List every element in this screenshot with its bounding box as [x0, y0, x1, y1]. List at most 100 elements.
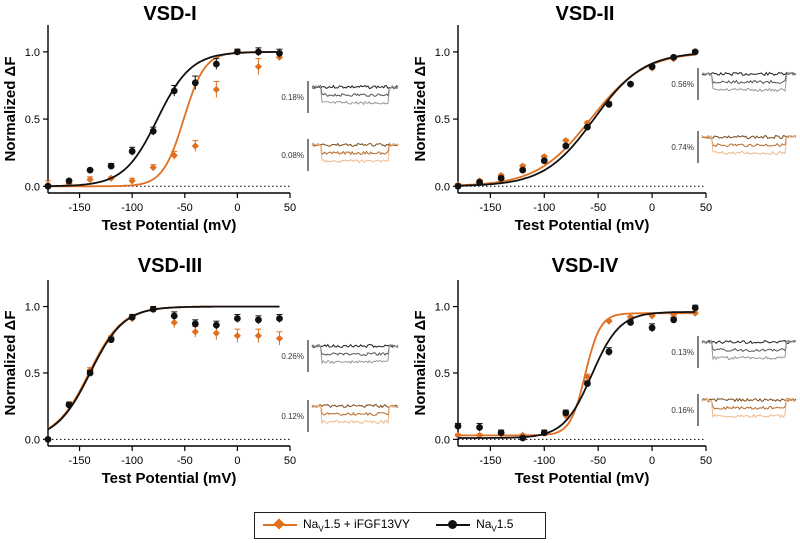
y-axis-label: Normalized ΔF — [412, 57, 429, 162]
x-tick-label: 50 — [700, 455, 712, 467]
trace-line — [311, 344, 399, 365]
data-point-diamond — [475, 431, 484, 439]
data-point-circle — [86, 369, 94, 377]
data-point-circle — [65, 401, 73, 409]
trace-line — [701, 134, 797, 156]
x-tick-label: 0 — [234, 202, 240, 214]
data-point-circle — [605, 348, 613, 356]
data-point-circle — [276, 315, 283, 322]
data-point-diamond — [670, 310, 678, 319]
y-tick-label: 0.5 — [435, 114, 450, 126]
data-point-diamond — [691, 309, 699, 317]
fluorescence-trace-group: 0.12% — [281, 400, 399, 432]
data-point-circle — [691, 304, 699, 312]
fit-curve-black — [48, 51, 280, 187]
data-point-diamond — [128, 177, 136, 185]
trace-line — [311, 403, 399, 409]
data-point-diamond — [583, 373, 591, 381]
y-axis-label: Normalized ΔF — [412, 311, 429, 416]
scale-bar-label: 0.18% — [281, 93, 304, 102]
fluorescence-trace-group: 0.16% — [671, 394, 797, 426]
panel-title: VSD-II — [556, 3, 615, 25]
data-point-circle — [562, 409, 570, 417]
trace-line — [311, 344, 399, 357]
legend-label-nav15: NaV1.5 — [476, 517, 514, 534]
data-point-circle — [212, 60, 220, 68]
trace-line — [311, 142, 399, 156]
x-tick-label: 0 — [649, 455, 655, 467]
y-tick-label: 1.0 — [25, 47, 40, 59]
x-tick-label: 50 — [284, 455, 296, 467]
x-tick-label: 0 — [649, 202, 655, 214]
legend-label-nav15-ifgf13vy: NaV1.5 + iFGF13VY — [303, 517, 411, 534]
data-point-diamond — [170, 151, 178, 159]
trace-line — [701, 339, 797, 353]
data-point-diamond — [605, 317, 613, 325]
data-point-circle — [170, 87, 178, 95]
x-tick-label: -50 — [177, 455, 193, 467]
x-axis-label: Test Potential (mV) — [102, 217, 237, 234]
y-tick-label: 1.0 — [435, 47, 450, 59]
trace-line — [311, 404, 399, 425]
data-point-circle — [583, 123, 591, 131]
x-axis-label: Test Potential (mV) — [515, 470, 650, 487]
trace-line — [701, 135, 796, 148]
y-tick-label: 0.5 — [435, 368, 450, 380]
data-point-circle — [65, 177, 73, 185]
data-point-circle — [540, 429, 548, 437]
panel-title: VSD-IV — [552, 255, 619, 277]
data-point-circle — [627, 80, 634, 88]
x-tick-label: -100 — [121, 202, 143, 214]
data-point-circle — [670, 53, 678, 61]
data-point-circle — [627, 319, 634, 326]
data-point-diamond — [149, 163, 157, 172]
data-point-circle — [562, 142, 570, 150]
data-point-diamond — [626, 313, 635, 321]
data-point-diamond — [86, 175, 94, 184]
data-point-circle — [583, 380, 591, 387]
data-point-circle — [691, 48, 699, 56]
y-tick-label: 1.0 — [435, 302, 450, 314]
data-point-diamond — [170, 318, 178, 327]
fit-curve-orange — [47, 305, 280, 430]
legend-item-nav15: NaV1.5 — [428, 517, 514, 534]
y-tick-label: 0.0 — [435, 181, 450, 193]
panel-vsd-i: VSD-I 0.0 0.5 1.0 -150 -100 -50 0 50 Test Potenti… — [2, 3, 399, 234]
scale-bar-label: 0.74% — [671, 143, 694, 152]
trace-line — [701, 397, 797, 403]
data-point-circle — [476, 178, 483, 186]
trace-line — [311, 84, 399, 106]
trace-line — [311, 143, 399, 164]
panel-vsd-iv: VSD-IV 0.0 0.5 1.0 -150 -100 -50 0 50 Test Potent… — [412, 255, 797, 487]
y-tick-label: 0.0 — [435, 434, 450, 446]
data-point-circle — [170, 312, 178, 320]
x-tick-label: -150 — [479, 202, 501, 214]
data-point-circle — [454, 182, 462, 190]
x-tick-label: 50 — [284, 202, 296, 214]
data-point-circle — [107, 162, 115, 170]
data-point-circle — [648, 63, 656, 71]
trace-line — [311, 343, 399, 349]
trace-line — [701, 134, 797, 140]
trace-line — [311, 404, 399, 417]
data-point-diamond — [212, 85, 220, 94]
y-axis-label: Normalized ΔF — [2, 57, 19, 162]
scale-bar-label: 0.56% — [671, 80, 694, 89]
fit-curve-orange — [458, 312, 696, 437]
fluorescence-trace-group: 0.74% — [671, 131, 797, 163]
x-tick-label: 50 — [700, 202, 712, 214]
data-point-circle — [540, 157, 548, 165]
trace-line — [701, 71, 797, 85]
data-point-circle — [519, 166, 527, 174]
data-point-circle — [255, 316, 262, 324]
y-axis-label: Normalized ΔF — [2, 311, 19, 416]
y-tick-label: 1.0 — [25, 302, 40, 314]
data-point-circle — [233, 315, 241, 322]
fluorescence-trace-group: 0.26% — [281, 340, 399, 372]
x-tick-label: -150 — [69, 202, 91, 214]
trace-line — [311, 84, 399, 90]
x-tick-label: -100 — [121, 455, 143, 467]
data-point-circle — [476, 424, 483, 431]
legend-swatch-orange-diamond — [263, 518, 297, 531]
